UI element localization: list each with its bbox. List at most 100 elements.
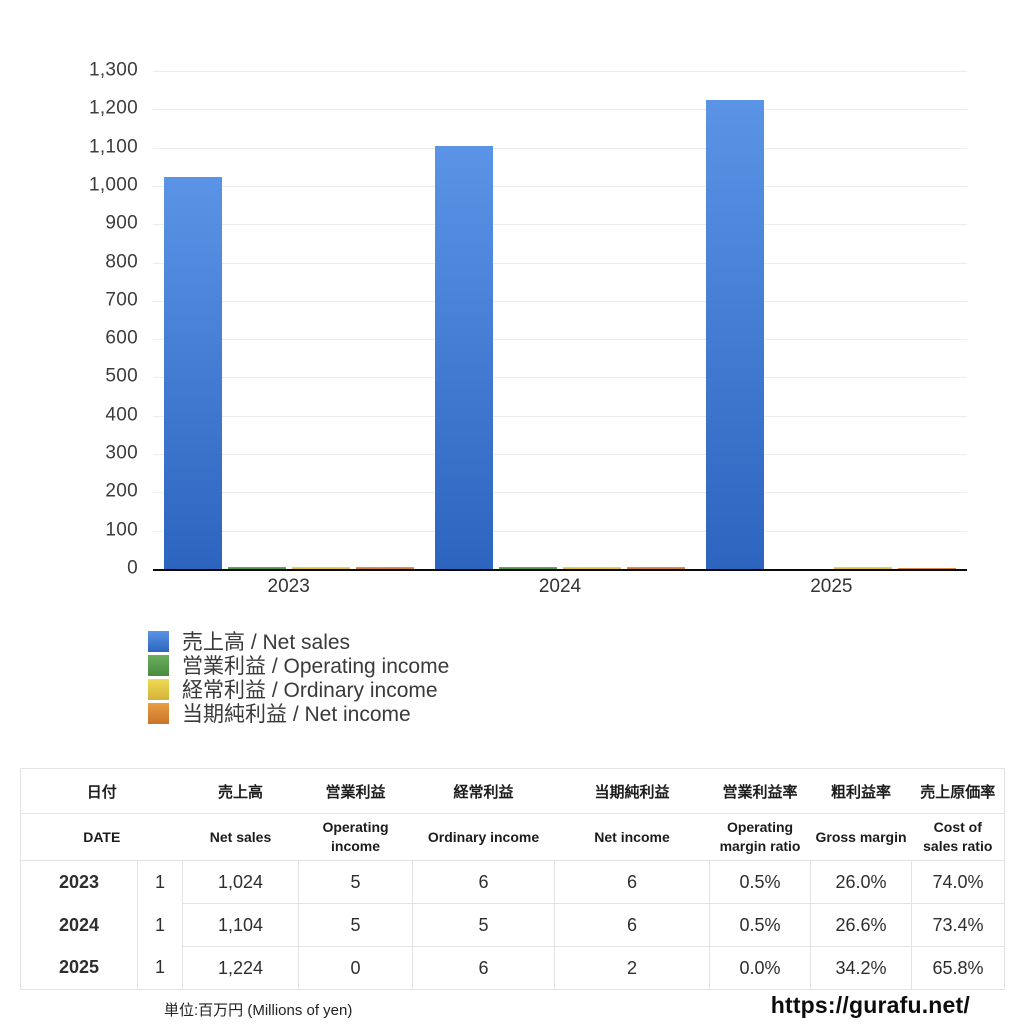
cell-gross-margin: 26.6%	[810, 903, 913, 947]
bar-net-sales-2024	[435, 146, 493, 569]
header-operating-income-jp: 営業利益	[298, 768, 413, 814]
cell-month: 1	[137, 860, 184, 904]
gridline	[153, 224, 967, 226]
y-axis-tick-label: 1,300	[88, 59, 138, 81]
cell-ordinary-income: 5	[412, 903, 556, 947]
y-axis-tick-label: 300	[105, 442, 138, 464]
legend-swatch-operating-income	[148, 654, 169, 676]
table-row-2024: 2024 1 1,104 5 5 6 0.5% 26.6% 73.4%	[20, 903, 1006, 947]
y-axis: 0 100 200 300 400 500 600 700 800 900 1,000 1,100 1,…	[0, 0, 138, 600]
header-date-jp: 日付	[20, 768, 183, 814]
cell-cost-of-sales-ratio: 73.4%	[911, 903, 1006, 947]
cell-ordinary-income: 6	[412, 860, 556, 904]
y-axis-tick-label: 800	[105, 251, 138, 273]
cell-month: 1	[137, 903, 184, 947]
bar-ordinary-income-2025	[834, 566, 893, 569]
gridline	[153, 454, 967, 456]
gridline	[153, 530, 967, 532]
cell-gross-margin: 26.0%	[810, 860, 913, 904]
header-cost-of-sales-en: Cost of sales ratio	[911, 813, 1005, 861]
gridline	[153, 377, 967, 379]
bar-net-income-2023	[355, 566, 414, 569]
legend-swatch-ordinary-income	[148, 678, 169, 700]
cell-cost-of-sales-ratio: 74.0%	[911, 860, 1006, 904]
header-net-sales-jp: 売上高	[182, 768, 299, 814]
cell-operating-margin-ratio: 0.5%	[709, 860, 812, 904]
cell-year: 2025	[20, 946, 138, 990]
gridline	[153, 492, 967, 494]
bar-net-sales-2025	[706, 100, 765, 569]
gridline	[153, 339, 967, 341]
y-axis-tick-label: 100	[105, 519, 138, 541]
legend-item-net-sales: 売上高 / Net sales	[148, 629, 449, 654]
cell-gross-margin: 34.2%	[810, 946, 913, 990]
bar-net-income-2025	[898, 568, 957, 569]
legend-label-ordinary-income: 経常利益 / Ordinary income	[182, 679, 438, 702]
cell-net-income: 2	[554, 946, 711, 990]
cell-month: 1	[137, 946, 184, 990]
cell-net-income: 6	[554, 903, 711, 947]
bar-ordinary-income-2024	[563, 567, 621, 569]
cell-operating-income: 5	[298, 903, 414, 947]
bar-operating-income-2023	[227, 567, 286, 569]
site-url: https://gurafu.net/	[770, 992, 970, 1018]
bar-net-income-2024	[627, 566, 685, 569]
gridline	[153, 109, 967, 111]
header-operating-margin-jp: 営業利益率	[709, 768, 811, 814]
y-axis-tick-label: 1,000	[88, 174, 138, 196]
header-cost-of-sales-jp: 売上原価率	[911, 768, 1005, 814]
table-row-2025: 2025 1 1,224 0 6 2 0.0% 34.2% 65.8%	[20, 946, 1006, 990]
chart-legend: 売上高 / Net sales 営業利益 / Operating income 経常…	[148, 629, 450, 726]
bar-net-sales-2023	[163, 176, 222, 569]
y-axis-tick-label: 600	[105, 327, 138, 349]
legend-swatch-net-income	[148, 702, 169, 724]
cell-operating-income: 5	[298, 860, 414, 904]
x-axis-line	[153, 569, 967, 571]
legend-label-net-income: 当期純利益 / Net income	[182, 703, 411, 726]
y-axis-tick-label: 700	[105, 289, 138, 311]
header-date-en: DATE	[20, 813, 183, 861]
gridline	[153, 262, 967, 264]
plot-area	[153, 71, 967, 571]
unit-note: 単位:百万円 (Millions of yen)	[164, 1002, 353, 1019]
header-net-sales-en: Net sales	[182, 813, 299, 861]
cell-net-sales: 1,024	[182, 860, 300, 904]
legend-swatch-net-sales	[148, 630, 169, 652]
gridline	[153, 71, 967, 72]
y-axis-tick-label: 1,100	[88, 136, 138, 158]
cell-net-income: 6	[554, 860, 711, 904]
header-gross-margin-en: Gross margin	[810, 813, 912, 861]
legend-label-operating-income: 営業利益 / Operating income	[182, 655, 450, 678]
legend-item-net-income: 当期純利益 / Net income	[148, 701, 449, 726]
cell-net-sales: 1,104	[182, 903, 300, 947]
header-gross-margin-jp: 粗利益率	[810, 768, 912, 814]
table-header-row-jp: 日付 売上高 営業利益 経常利益 当期純利益 営業利益率 粗利益率 売上原価率	[20, 768, 1005, 814]
y-axis-tick-label: 500	[105, 366, 138, 388]
x-axis-label-2024: 2024	[538, 576, 582, 597]
legend-item-operating-income: 営業利益 / Operating income	[148, 653, 450, 678]
header-net-income-en: Net income	[554, 813, 710, 861]
table-header-row-en: DATE Net sales Operating income Ordinary…	[20, 813, 1005, 861]
cell-ordinary-income: 6	[412, 946, 556, 990]
header-operating-income-en: Operating income	[298, 813, 413, 861]
y-axis-tick-label: 200	[105, 480, 138, 502]
x-axis-label-2025: 2025	[810, 576, 853, 597]
header-ordinary-income-jp: 経常利益	[412, 768, 555, 814]
bar-operating-income-2024	[499, 567, 557, 569]
gridline	[153, 300, 967, 302]
y-axis-tick-label: 400	[105, 404, 138, 426]
cell-net-sales: 1,224	[182, 946, 300, 990]
cell-cost-of-sales-ratio: 65.8%	[911, 946, 1006, 990]
header-net-income-jp: 当期純利益	[554, 768, 710, 814]
cell-operating-income: 0	[298, 946, 414, 990]
header-operating-margin-en: Operating margin ratio	[709, 813, 811, 861]
bar-ordinary-income-2023	[291, 566, 350, 569]
cell-year: 2024	[20, 903, 138, 947]
legend-item-ordinary-income: 経常利益 / Ordinary income	[148, 677, 449, 702]
header-ordinary-income-en: Ordinary income	[412, 813, 555, 861]
gridline	[153, 415, 967, 417]
table-row-2023: 2023 1 1,024 5 6 6 0.5% 26.0% 74.0%	[20, 860, 1006, 904]
cell-year: 2023	[20, 860, 138, 904]
gridline	[153, 185, 967, 187]
